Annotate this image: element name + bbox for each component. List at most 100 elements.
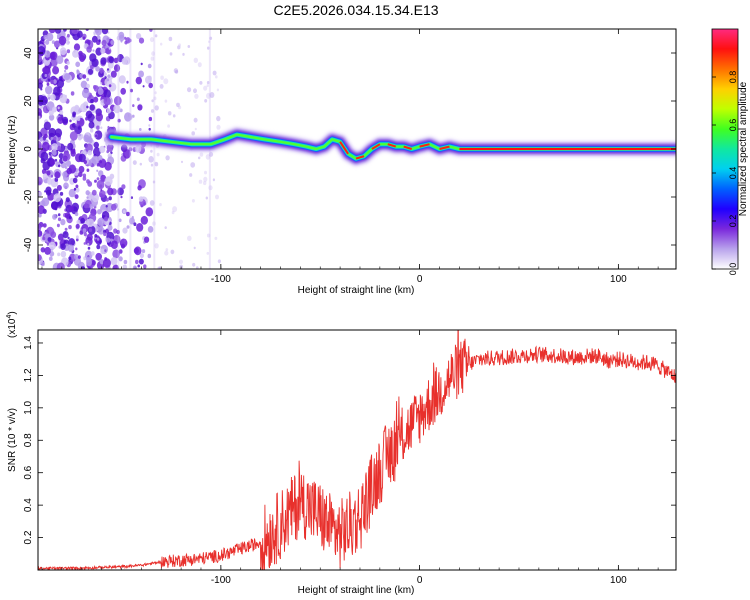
noise-speckle bbox=[104, 249, 107, 253]
noise-speckle bbox=[206, 233, 211, 238]
noise-speckle bbox=[93, 96, 99, 103]
noise-speckle bbox=[123, 239, 127, 243]
noise-speckle bbox=[46, 170, 51, 176]
noise-speckle bbox=[103, 89, 112, 99]
noise-speckle bbox=[69, 131, 78, 141]
noise-speckle bbox=[110, 257, 118, 266]
ridge-red-segment bbox=[387, 143, 397, 148]
noise-speckle bbox=[177, 45, 181, 50]
noise-speckle bbox=[107, 224, 113, 231]
noise-speckle bbox=[62, 116, 69, 124]
noise-speckle bbox=[56, 78, 65, 89]
noise-speckle bbox=[100, 47, 106, 55]
noise-speckle bbox=[99, 160, 103, 164]
noise-speckle bbox=[86, 233, 93, 241]
noise-speckle bbox=[176, 102, 180, 108]
noise-speckle bbox=[216, 88, 219, 92]
noise-speckle bbox=[44, 73, 48, 78]
noise-speckle bbox=[49, 241, 56, 250]
noise-speckle bbox=[47, 178, 53, 185]
noise-speckle bbox=[132, 114, 135, 118]
noise-speckle bbox=[190, 162, 196, 168]
noise-speckle bbox=[56, 184, 62, 191]
colorbar-gradient bbox=[711, 28, 739, 270]
noise-speckle bbox=[99, 145, 106, 154]
noise-speckle bbox=[215, 194, 219, 200]
noise-speckle bbox=[152, 180, 156, 184]
noise-speckle bbox=[46, 82, 50, 87]
noise-speckle bbox=[74, 194, 79, 200]
noise-speckle bbox=[80, 217, 86, 224]
noise-speckle bbox=[56, 55, 64, 64]
noise-speckle bbox=[75, 184, 79, 189]
noise-speckle bbox=[164, 250, 169, 256]
colorbar-ticks: 0.0 0.2 0.4 0.6 0.8 bbox=[712, 71, 738, 275]
noise-speckle bbox=[173, 68, 179, 74]
noise-speckle bbox=[205, 154, 211, 160]
noise-speckle bbox=[87, 68, 94, 75]
chart-title: C2E5.2026.034.15.34.E13 bbox=[273, 2, 438, 18]
noise-speckle bbox=[145, 75, 152, 84]
noise-speckle bbox=[147, 63, 152, 69]
noise-speckle bbox=[89, 104, 96, 111]
noise-speckle bbox=[100, 57, 107, 65]
noise-speckle bbox=[122, 149, 131, 159]
noise-speckle bbox=[83, 134, 90, 143]
spectrogram-ridge bbox=[103, 126, 676, 167]
noise-speckle bbox=[47, 237, 52, 242]
noise-speckle bbox=[68, 225, 72, 230]
noise-speckle bbox=[60, 243, 66, 251]
noise-speckle bbox=[70, 91, 75, 96]
noise-speckle bbox=[98, 39, 101, 43]
noise-speckle bbox=[46, 32, 54, 42]
noise-speckle bbox=[78, 50, 83, 57]
colorbar-label: Normalized spectral amplitude bbox=[738, 81, 749, 216]
spectrogram-y-label: Frequency (Hz) bbox=[7, 116, 18, 185]
noise-speckle bbox=[62, 171, 68, 178]
noise-speckle bbox=[50, 158, 56, 166]
noise-speckle bbox=[95, 66, 100, 72]
noise-speckle bbox=[128, 38, 132, 43]
noise-speckle bbox=[83, 232, 87, 237]
spectrogram-panel: -100 0 100 -40 -20 0 20 40 Height of straight … bbox=[7, 28, 677, 296]
noise-speckle bbox=[208, 185, 213, 191]
noise-speckle bbox=[102, 258, 111, 268]
noise-speckle bbox=[140, 62, 143, 66]
noise-speckle bbox=[198, 156, 201, 160]
noise-streak bbox=[129, 29, 132, 269]
y-tick-label: 0 bbox=[23, 146, 34, 152]
noise-speckle bbox=[196, 266, 199, 269]
noise-speckle bbox=[107, 74, 111, 79]
noise-speckle bbox=[38, 205, 45, 215]
noise-speckle bbox=[136, 97, 140, 102]
noise-speckle bbox=[75, 61, 81, 68]
noise-speckle bbox=[57, 145, 62, 151]
noise-speckle bbox=[105, 202, 114, 213]
noise-speckle bbox=[116, 229, 120, 235]
noise-speckle bbox=[38, 144, 42, 151]
noise-speckle bbox=[135, 76, 142, 85]
noise-speckle bbox=[73, 43, 81, 51]
ridge-green bbox=[110, 133, 676, 160]
noise-speckle bbox=[82, 36, 86, 40]
noise-speckle bbox=[135, 259, 139, 265]
noise-speckle bbox=[90, 64, 94, 70]
noise-speckle bbox=[141, 249, 146, 254]
noise-speckle bbox=[93, 141, 100, 149]
noise-speckle bbox=[111, 203, 117, 211]
noise-speckle bbox=[139, 128, 142, 131]
noise-speckle bbox=[89, 228, 93, 233]
noise-speckle bbox=[48, 114, 55, 121]
noise-speckle bbox=[95, 112, 104, 122]
noise-speckle bbox=[48, 151, 52, 156]
noise-speckle bbox=[133, 222, 137, 226]
noise-speckle bbox=[86, 196, 89, 199]
noise-speckle bbox=[106, 237, 111, 243]
y-tick-label: 20 bbox=[23, 95, 34, 107]
colorbar-tick-label: 0.6 bbox=[728, 119, 738, 132]
snr-panel: -100 0 100 0.2 0.4 0.6 0.8 1.0 1.2 1.4 Height of… bbox=[6, 311, 677, 596]
noise-speckle bbox=[82, 74, 87, 79]
noise-speckle bbox=[112, 264, 119, 269]
noise-speckle bbox=[207, 46, 210, 50]
noise-speckle bbox=[204, 170, 207, 175]
